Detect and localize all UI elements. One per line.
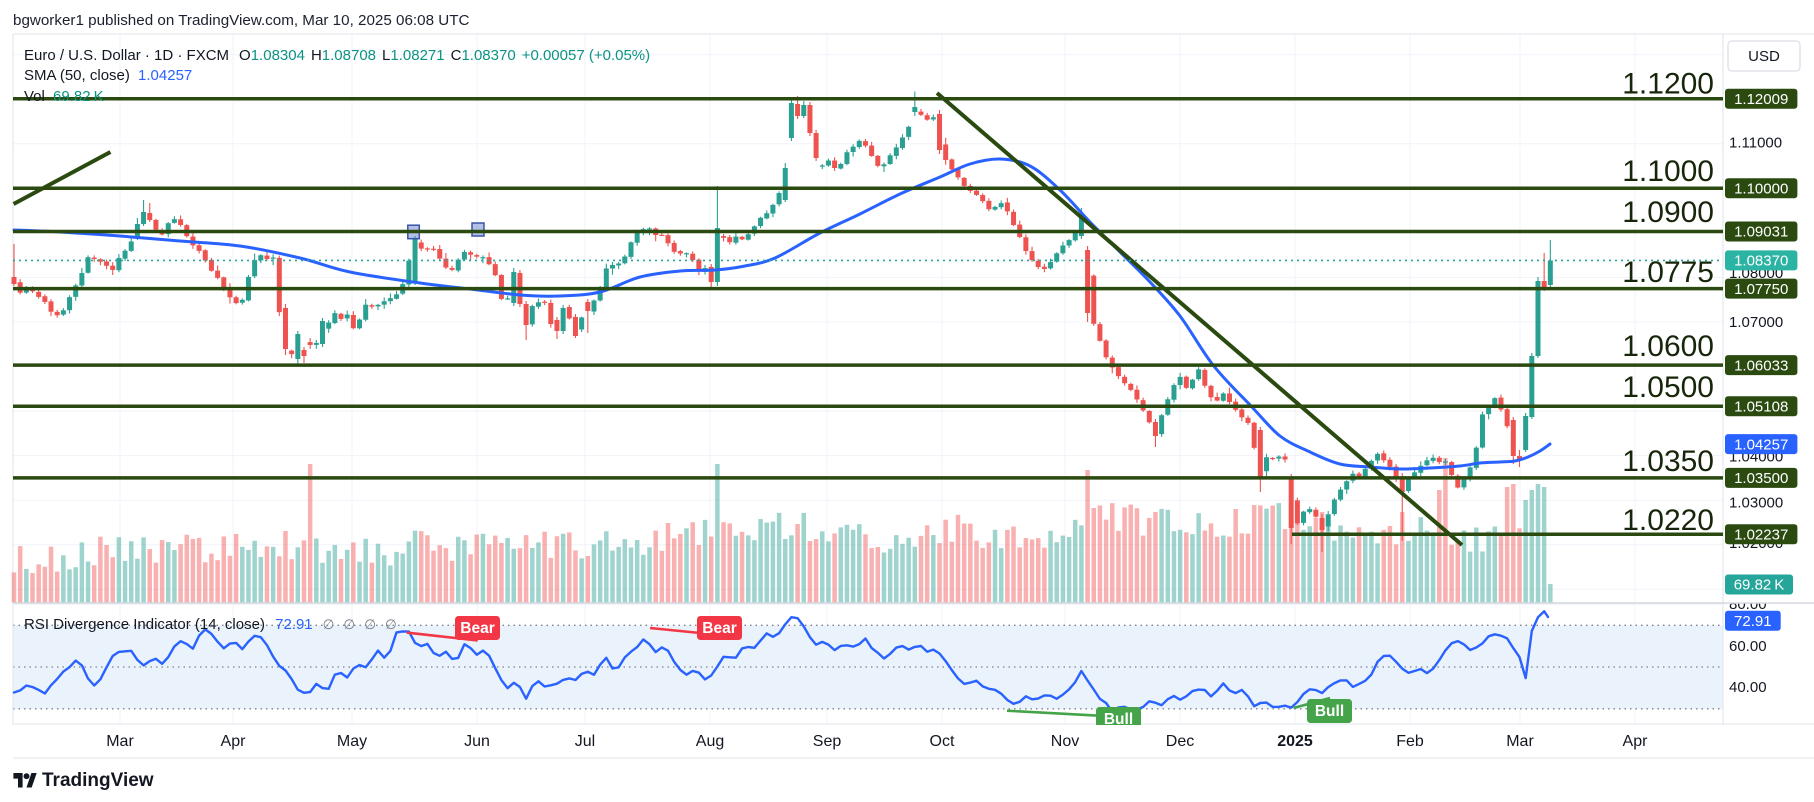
svg-text:1.06033: 1.06033 <box>1734 357 1788 374</box>
svg-text:RSI Divergence Indicator (14,: RSI Divergence Indicator (14, close) 72.… <box>24 616 397 633</box>
svg-text:SMA (50, close) 1.04257: SMA (50, close) 1.04257 <box>24 67 192 84</box>
svg-text:1.12009: 1.12009 <box>1734 91 1788 108</box>
svg-text:1.04257: 1.04257 <box>1734 436 1788 453</box>
svg-text:Oct: Oct <box>930 733 955 750</box>
svg-text:TradingView: TradingView <box>42 770 154 791</box>
svg-text:1.0500: 1.0500 <box>1622 371 1714 404</box>
svg-text:Mar: Mar <box>1506 733 1534 750</box>
svg-text:1.08370: 1.08370 <box>1734 253 1788 270</box>
svg-text:1.0600: 1.0600 <box>1622 330 1714 363</box>
svg-text:1.03000: 1.03000 <box>1729 495 1783 512</box>
svg-text:1.1200: 1.1200 <box>1622 67 1714 100</box>
svg-text:1.0350: 1.0350 <box>1622 445 1714 478</box>
svg-text:Jun: Jun <box>464 733 490 750</box>
svg-text:Apr: Apr <box>1623 733 1649 750</box>
svg-text:1.09031: 1.09031 <box>1734 224 1788 241</box>
svg-text:69.82 K: 69.82 K <box>1734 577 1785 594</box>
svg-text:Jul: Jul <box>575 733 595 750</box>
svg-text:1.07000: 1.07000 <box>1729 314 1783 331</box>
svg-text:Feb: Feb <box>1396 733 1424 750</box>
svg-text:1.10000: 1.10000 <box>1734 181 1788 198</box>
svg-text:USD: USD <box>1748 48 1780 65</box>
svg-text:Mar: Mar <box>106 733 134 750</box>
svg-text:1.07750: 1.07750 <box>1734 281 1788 298</box>
svg-text:1.05108: 1.05108 <box>1734 399 1788 416</box>
svg-text:Nov: Nov <box>1051 733 1079 750</box>
svg-text:Bull: Bull <box>1104 711 1133 728</box>
svg-text:Sep: Sep <box>813 733 842 750</box>
svg-text:Dec: Dec <box>1166 733 1194 750</box>
svg-text:Vol 69.82 K: Vol 69.82 K <box>24 88 104 105</box>
svg-text:60.00: 60.00 <box>1729 638 1767 655</box>
svg-text:1.1000: 1.1000 <box>1622 155 1714 188</box>
svg-text:1.0900: 1.0900 <box>1622 196 1714 229</box>
svg-text:Bear: Bear <box>702 620 736 637</box>
svg-text:Euro / U.S. Dollar · 1D · FXCM: Euro / U.S. Dollar · 1D · FXCM O1.08304 H1… <box>24 47 650 64</box>
svg-text:72.91: 72.91 <box>1734 613 1772 630</box>
svg-text:1.0775: 1.0775 <box>1622 256 1714 289</box>
svg-text:1.0220: 1.0220 <box>1622 504 1714 537</box>
svg-text:bgworker1 published on Trading: bgworker1 published on TradingView.com, … <box>13 12 469 29</box>
svg-text:Aug: Aug <box>696 733 724 750</box>
svg-text:40.00: 40.00 <box>1729 679 1767 696</box>
svg-text:1.11000: 1.11000 <box>1729 134 1782 151</box>
svg-text:Bear: Bear <box>460 620 494 637</box>
svg-text:2025: 2025 <box>1277 733 1313 750</box>
svg-text:1.03500: 1.03500 <box>1734 470 1788 487</box>
svg-text:Apr: Apr <box>221 733 247 750</box>
svg-text:May: May <box>337 733 367 750</box>
svg-text:Bull: Bull <box>1315 703 1344 720</box>
svg-text:1.02237: 1.02237 <box>1734 526 1788 543</box>
